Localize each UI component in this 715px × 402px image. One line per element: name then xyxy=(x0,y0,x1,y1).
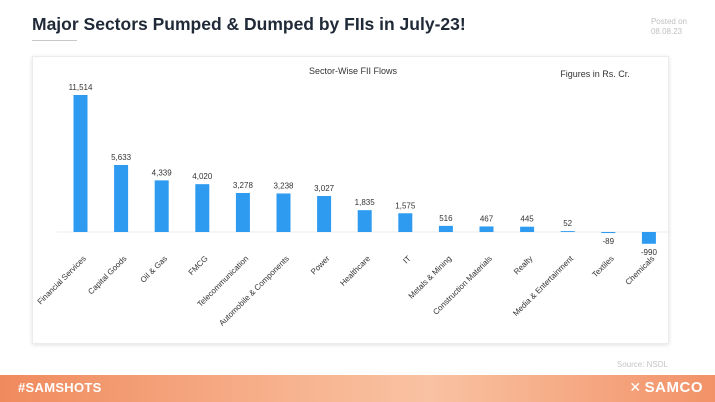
value-label-10: 467 xyxy=(480,214,494,223)
category-label-7: Healthcare xyxy=(338,254,372,288)
bar-12 xyxy=(560,231,575,232)
brand-logo: ✕ SAMCO xyxy=(629,379,703,396)
category-label-5: Automobile & Components xyxy=(217,254,291,328)
bar-9 xyxy=(438,225,453,232)
bar-3 xyxy=(195,184,210,232)
value-labels-group: 11,514 5,633 4,339 4,020 3,278 3,238 3,027 1,83… xyxy=(69,83,658,257)
source-note: Source: NSDL xyxy=(616,360,668,369)
value-label-7: 1,835 xyxy=(355,198,376,207)
bar-4 xyxy=(235,192,250,232)
bar-10 xyxy=(479,226,494,232)
posted-info: Posted on 08.08.23 xyxy=(651,17,687,37)
value-label-5: 3,238 xyxy=(273,181,294,190)
category-label-3: FMCG xyxy=(187,254,210,277)
bar-1 xyxy=(114,164,129,232)
bar-2 xyxy=(154,180,169,232)
category-label-8: IT xyxy=(401,254,412,265)
bar-14 xyxy=(641,232,656,244)
value-label-3: 4,020 xyxy=(192,172,213,181)
bar-6 xyxy=(317,195,332,232)
category-label-6: Power xyxy=(309,254,332,277)
value-label-0: 11,514 xyxy=(69,83,93,92)
bars-group xyxy=(73,95,656,244)
brand-name: SAMCO xyxy=(644,379,703,396)
value-label-1: 5,633 xyxy=(111,153,132,162)
bar-11 xyxy=(520,226,535,232)
hashtag-label: #SAMSHOTS xyxy=(18,380,102,395)
chart-units-note: Figures in Rs. Cr. xyxy=(560,69,630,79)
bar-7 xyxy=(357,210,372,232)
bar-0 xyxy=(73,95,88,232)
value-label-2: 4,339 xyxy=(152,168,173,177)
category-label-2: Oil & Gas xyxy=(139,254,170,285)
bar-13 xyxy=(601,232,616,234)
samco-logo-icon: ✕ xyxy=(629,379,642,395)
value-label-9: 516 xyxy=(439,214,453,223)
chart-title: Sector-Wise FII Flows xyxy=(309,66,398,76)
category-label-1: Capital Goods xyxy=(86,254,128,296)
bar-8 xyxy=(398,213,413,232)
footer-bar: #SAMSHOTS ✕ SAMCO xyxy=(0,375,715,402)
chart-panel: Sector-Wise FII Flows Figures in Rs. Cr.… xyxy=(32,56,669,344)
bar-chart: Sector-Wise FII Flows Figures in Rs. Cr.… xyxy=(36,66,669,328)
value-label-8: 1,575 xyxy=(395,201,416,210)
category-label-9: Metals & Mining xyxy=(407,254,454,301)
posted-label: Posted on xyxy=(650,17,687,26)
value-label-11: 445 xyxy=(520,215,534,224)
value-label-14: -990 xyxy=(641,248,658,257)
posted-date: 08.08.23 xyxy=(650,27,683,36)
value-label-4: 3,278 xyxy=(233,181,254,190)
value-label-6: 3,027 xyxy=(314,184,335,193)
page-title: Major Sectors Pumped & Dumped by FIIs in… xyxy=(32,14,466,34)
value-label-13: -89 xyxy=(603,237,615,246)
bar-5 xyxy=(276,193,291,232)
category-label-13: Textiles xyxy=(590,254,615,279)
title-underline xyxy=(32,40,77,41)
category-label-14: Chemicals xyxy=(624,254,657,287)
value-label-12: 52 xyxy=(563,219,572,228)
category-label-11: Realty xyxy=(512,254,534,276)
category-label-0: Financial Services xyxy=(36,254,88,306)
